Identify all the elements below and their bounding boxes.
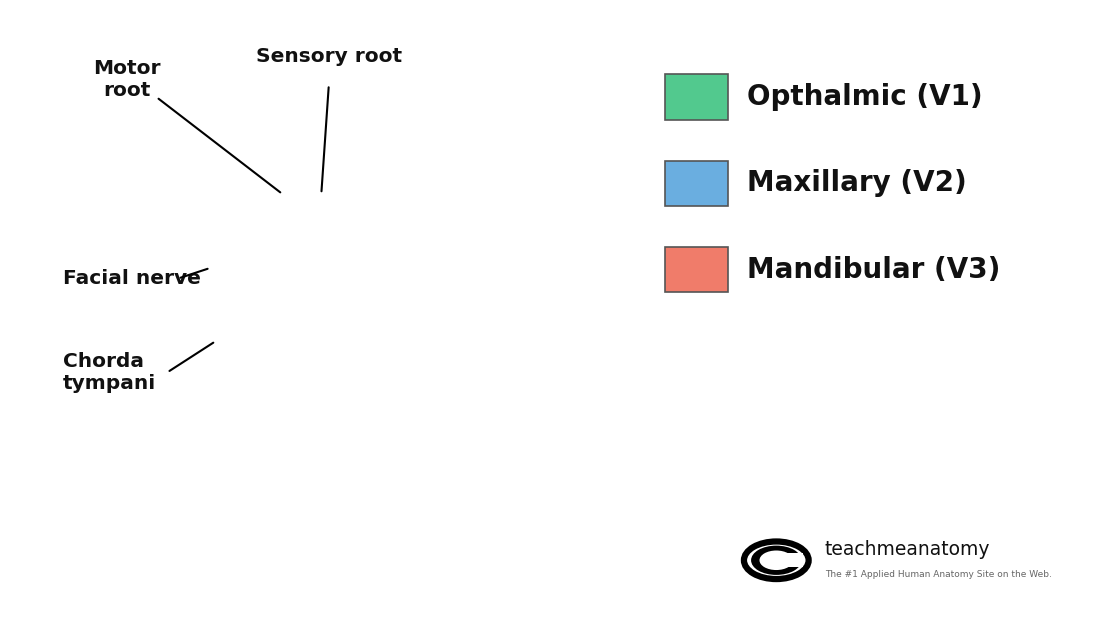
Text: teachmeanatomy: teachmeanatomy xyxy=(825,540,990,558)
Circle shape xyxy=(751,546,802,575)
Text: The #1 Applied Human Anatomy Site on the Web.: The #1 Applied Human Anatomy Site on the… xyxy=(825,570,1052,578)
Text: Chorda
tympani: Chorda tympani xyxy=(63,352,156,393)
Bar xyxy=(666,247,728,292)
Text: Opthalmic (V1): Opthalmic (V1) xyxy=(747,83,983,111)
Circle shape xyxy=(760,550,793,570)
Text: Maxillary (V2): Maxillary (V2) xyxy=(747,170,967,197)
Text: Mandibular (V3): Mandibular (V3) xyxy=(747,256,1000,284)
Text: Motor
root: Motor root xyxy=(94,59,161,100)
Bar xyxy=(666,74,728,120)
Text: Facial nerve: Facial nerve xyxy=(63,269,201,288)
Bar xyxy=(666,161,728,206)
Bar xyxy=(776,553,803,567)
Text: Sensory root: Sensory root xyxy=(256,47,402,66)
